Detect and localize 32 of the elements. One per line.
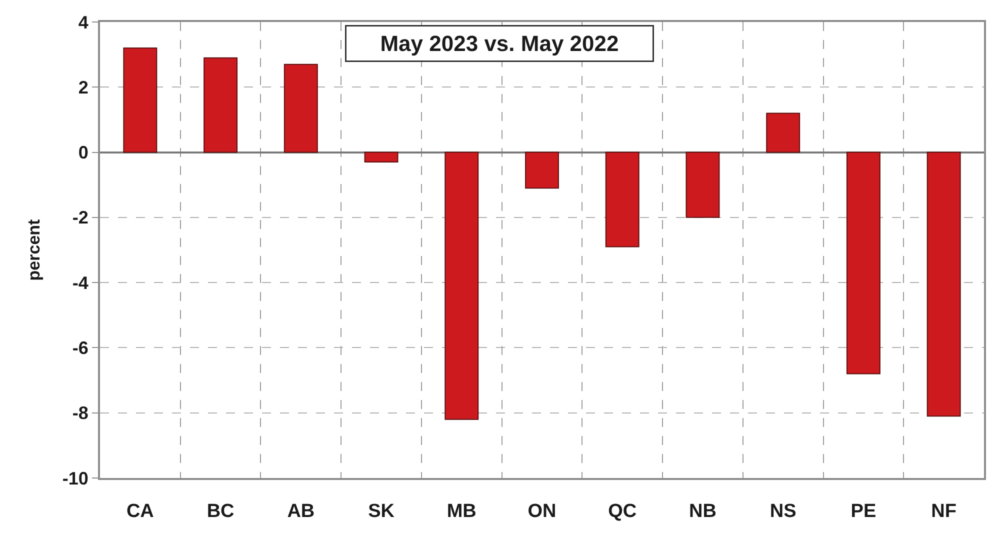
y-tick-label: -4 (72, 272, 88, 293)
x-tick-label: AB (287, 500, 315, 522)
y-tick-label: 0 (78, 142, 88, 163)
y-tick-label: 4 (78, 12, 88, 32)
chart-title: May 2023 vs. May 2022 (380, 31, 619, 56)
x-tick-label: BC (206, 500, 235, 522)
bar (846, 152, 880, 374)
y-tick-label: -8 (72, 403, 88, 424)
x-tick-label: QC (608, 500, 637, 522)
y-tick-label: 2 (78, 77, 88, 98)
bar (444, 152, 479, 420)
bar (525, 152, 559, 189)
x-tick-label: PE (850, 500, 876, 522)
bar (605, 152, 640, 248)
y-axis-title: percent (24, 218, 44, 281)
x-tick-label: MB (446, 500, 476, 522)
x-tick-label: SK (368, 500, 395, 522)
y-tick-label: -2 (72, 208, 88, 228)
x-tick-label: CA (126, 500, 154, 522)
bar (364, 152, 398, 163)
x-tick-label: ON (528, 500, 556, 522)
x-tick-label: NB (689, 500, 716, 522)
y-tick-label: -6 (72, 338, 88, 358)
x-tick-label: NS (770, 500, 796, 522)
bar (926, 152, 961, 417)
bar (123, 48, 158, 153)
x-tick-label: NF (931, 500, 956, 522)
bar (204, 57, 238, 153)
bar (766, 112, 800, 153)
bar (686, 152, 720, 218)
y-tick-label: -10 (62, 468, 88, 488)
bar (284, 64, 318, 153)
